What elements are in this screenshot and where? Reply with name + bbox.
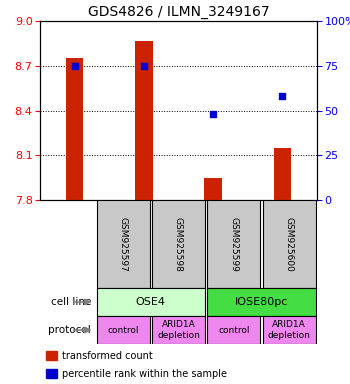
Bar — [262, 200, 316, 288]
Text: GSM925597: GSM925597 — [119, 217, 128, 271]
Title: GDS4826 / ILMN_3249167: GDS4826 / ILMN_3249167 — [88, 5, 269, 19]
Text: GSM925598: GSM925598 — [174, 217, 183, 271]
Text: GSM925599: GSM925599 — [229, 217, 238, 271]
Bar — [46, 369, 57, 378]
Bar — [135, 40, 153, 200]
Bar — [97, 288, 205, 316]
Text: ARID1A
depletion: ARID1A depletion — [268, 320, 310, 340]
Bar — [46, 351, 57, 360]
Text: protocol: protocol — [48, 325, 91, 335]
Text: OSE4: OSE4 — [136, 297, 166, 307]
Bar — [152, 200, 205, 288]
Bar — [207, 288, 316, 316]
Bar — [262, 316, 316, 344]
Text: ARID1A
depletion: ARID1A depletion — [157, 320, 200, 340]
Bar — [97, 316, 150, 344]
Text: transformed count: transformed count — [62, 351, 153, 361]
Point — [141, 63, 147, 69]
Bar — [207, 200, 260, 288]
Text: IOSE80pc: IOSE80pc — [235, 297, 288, 307]
Point — [279, 93, 285, 99]
Text: control: control — [107, 326, 139, 334]
Bar — [97, 200, 150, 288]
Text: control: control — [218, 326, 250, 334]
Point — [72, 63, 78, 69]
Bar — [66, 58, 83, 200]
Point — [210, 111, 216, 117]
Bar — [274, 148, 291, 200]
Text: percentile rank within the sample: percentile rank within the sample — [62, 369, 228, 379]
Bar — [152, 316, 205, 344]
Text: cell line: cell line — [51, 297, 91, 307]
Bar — [204, 178, 222, 200]
Text: GSM925600: GSM925600 — [285, 217, 294, 271]
Bar — [207, 316, 260, 344]
